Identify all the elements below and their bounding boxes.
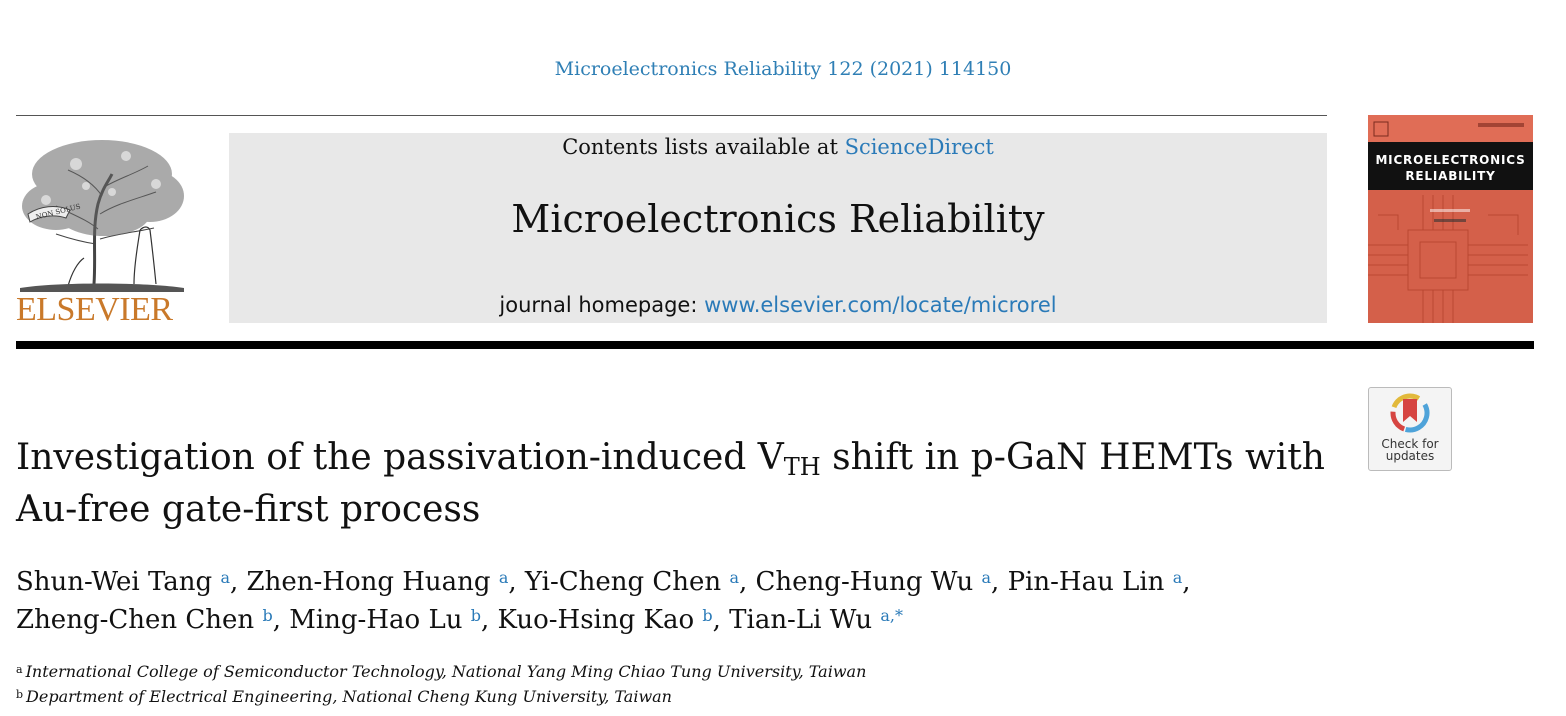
cover-circuit-art (1368, 115, 1533, 323)
author-name[interactable]: Zhen-Hong Huang (246, 567, 491, 597)
title-subscript: TH (783, 453, 821, 481)
author-affiliation-mark[interactable]: a (729, 568, 739, 587)
author-affiliation-mark[interactable]: b (470, 606, 481, 625)
title-part1: Investigation of the passivation-induced… (16, 437, 784, 478)
author-name[interactable]: Shun-Wei Tang (16, 567, 213, 597)
cover-title-line2: RELIABILITY (1405, 169, 1496, 183)
author-name[interactable]: Yi-Cheng Chen (524, 567, 722, 597)
elsevier-wordmark: ELSEVIER (16, 291, 173, 328)
author-affiliation-mark[interactable]: a (1172, 568, 1183, 587)
affiliation-mark: a (16, 663, 23, 676)
journal-cover-image[interactable]: MICROELECTRONICS RELIABILITY (1368, 115, 1533, 323)
check-updates-line2: updates (1385, 449, 1435, 463)
affiliation-item: b Department of Electrical Engineering, N… (16, 684, 1336, 709)
bookmark-ring-icon (1390, 393, 1430, 433)
author-affiliation-mark[interactable]: a (220, 568, 231, 587)
author-line-2: Zheng-Chen Chen b, Ming-Hao Lu b, Kuo-Hs… (16, 601, 1336, 639)
check-updates-line1: Check for (1381, 437, 1439, 451)
author-list: Shun-Wei Tang a, Zhen-Hong Huang a, Yi-C… (16, 563, 1336, 639)
author-affiliation-mark[interactable]: b (262, 606, 273, 625)
cover-title-band (1368, 142, 1533, 190)
check-for-updates-button[interactable]: Check for updates (1368, 387, 1452, 471)
contents-prefix: Contents lists available at (562, 135, 845, 159)
affiliation-list: a International College of Semiconductor … (16, 659, 1336, 709)
author-separator: , (480, 605, 498, 635)
article-title-line2: Au-free gate-first process (16, 489, 481, 530)
cover-title-line1: MICROELECTRONICS (1375, 153, 1526, 167)
affiliation-mark: b (16, 688, 24, 701)
journal-title: Microelectronics Reliability (511, 197, 1045, 241)
homepage-line: journal homepage: www.elsevier.com/locat… (229, 293, 1327, 317)
author-name[interactable]: Cheng-Hung Wu (755, 567, 974, 597)
top-divider (16, 115, 1327, 116)
author-name[interactable]: Pin-Hau Lin (1007, 567, 1165, 597)
article-title: Investigation of the passivation-induced… (16, 432, 1336, 536)
author-separator: , (1182, 567, 1191, 597)
author-affiliation-mark[interactable]: a,* (880, 606, 903, 625)
author-separator: , (739, 567, 756, 597)
author-name[interactable]: Kuo-Hsing Kao (497, 605, 695, 635)
author-affiliation-mark[interactable]: b (702, 606, 713, 625)
affiliation-item: a International College of Semiconductor … (16, 659, 1336, 684)
sciencedirect-link[interactable]: ScienceDirect (844, 135, 994, 159)
title-part2: shift in p-GaN HEMTs with (820, 437, 1325, 478)
author-separator: , (272, 605, 290, 635)
author-affiliation-mark[interactable]: a (498, 568, 509, 587)
author-name[interactable]: Ming-Hao Lu (289, 605, 463, 635)
contents-line: Contents lists available at ScienceDirec… (229, 135, 1327, 159)
affiliation-text: International College of Semiconductor T… (25, 662, 867, 681)
author-name[interactable]: Zheng-Chen Chen (16, 605, 255, 635)
author-separator: , (991, 567, 1008, 597)
journal-homepage-link[interactable]: www.elsevier.com/locate/microrel (704, 293, 1057, 317)
author-affiliation-mark[interactable]: a (981, 568, 992, 587)
journal-citation[interactable]: Microelectronics Reliability 122 (2021) … (554, 58, 1012, 80)
article-title-line1: Investigation of the passivation-induced… (16, 432, 1336, 484)
affiliation-text: Department of Electrical Engineering, Na… (26, 687, 672, 706)
check-updates-label: Check for updates (1369, 438, 1451, 462)
author-name[interactable]: Tian-Li Wu (729, 605, 873, 635)
cover-title: MICROELECTRONICS RELIABILITY (1368, 152, 1533, 184)
author-separator: , (508, 567, 525, 597)
homepage-prefix: journal homepage: (499, 293, 705, 317)
author-separator: , (230, 567, 247, 597)
author-line-1: Shun-Wei Tang a, Zhen-Hong Huang a, Yi-C… (16, 563, 1336, 601)
elsevier-tree-logo: NON SOLUS (20, 140, 184, 292)
journal-masthead: Contents lists available at ScienceDirec… (229, 133, 1327, 323)
author-separator: , (712, 605, 730, 635)
header-thick-divider (16, 341, 1534, 349)
